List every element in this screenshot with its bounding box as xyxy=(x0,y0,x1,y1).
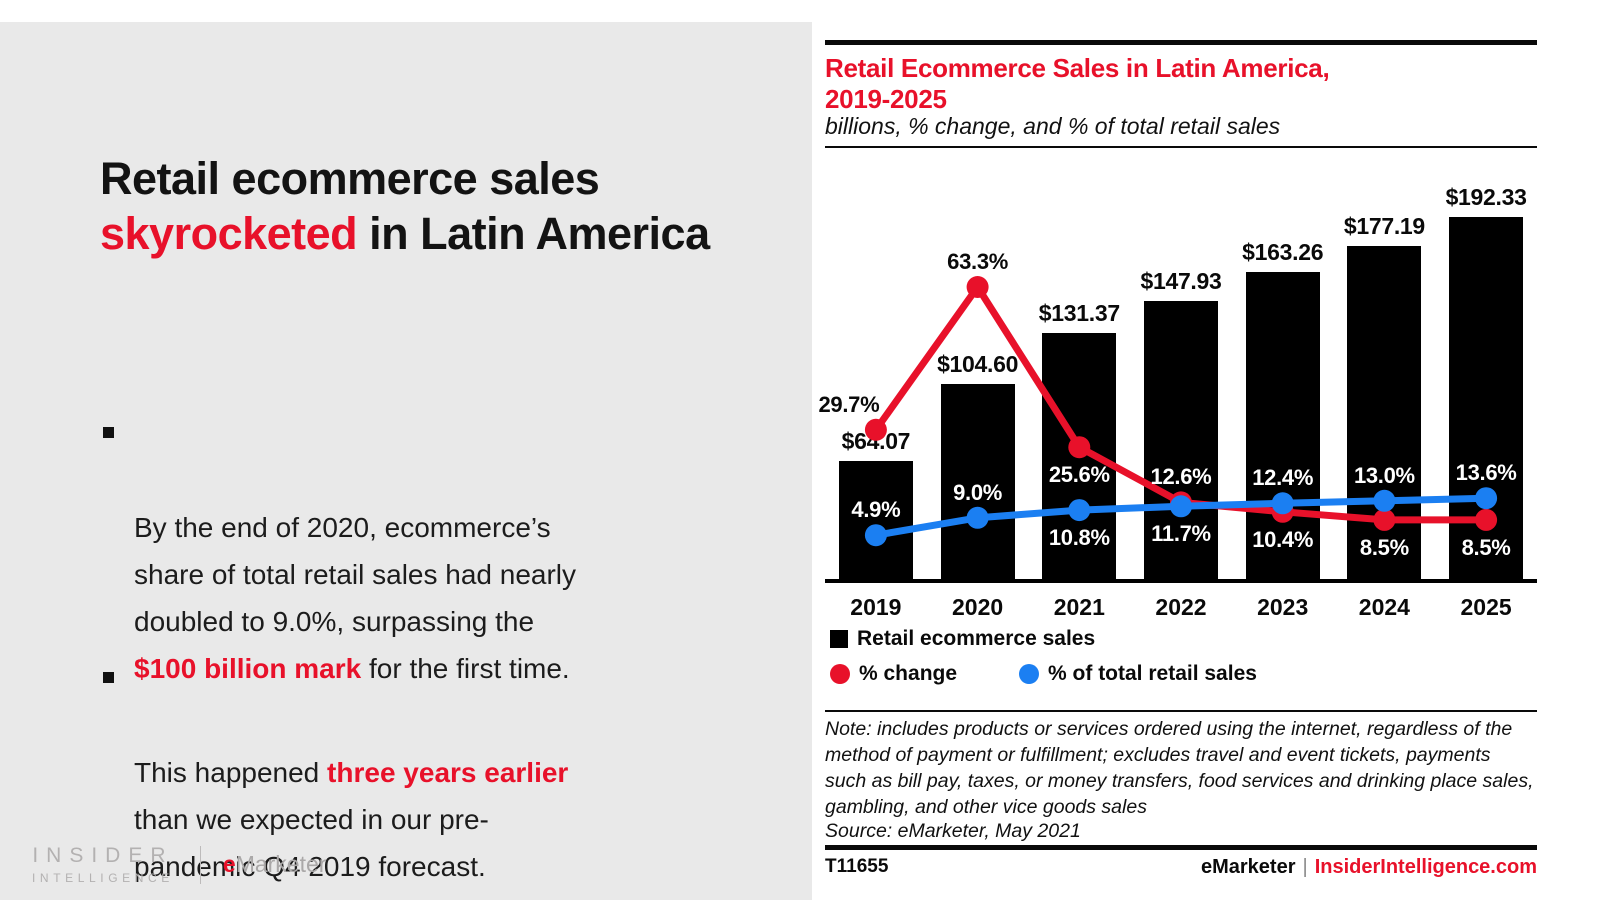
data-point xyxy=(1068,436,1091,459)
bullet-1-post: for the first time. xyxy=(361,653,570,684)
bullet-2-pre: This happened xyxy=(134,757,328,788)
slide-title-pre: Retail ecommerce sales xyxy=(100,153,600,204)
pct-label: 12.6% xyxy=(1150,464,1212,490)
bar-value-label: $147.93 xyxy=(1140,268,1222,294)
x-axis-label: 2025 xyxy=(1460,594,1512,620)
bar-value-label: $104.60 xyxy=(937,351,1019,377)
slide-title-highlight: skyrocketed xyxy=(100,207,358,259)
pct-label: 25.6% xyxy=(1048,462,1110,488)
legend-red-dot-icon xyxy=(830,664,850,684)
legend-blue-dot-icon xyxy=(1019,664,1040,684)
data-point xyxy=(1475,487,1498,510)
chart-title: Retail Ecommerce Sales in Latin America,… xyxy=(825,53,1330,114)
insider-logo-line2: INTELLIGENCE xyxy=(32,871,174,885)
pct-label: 12.4% xyxy=(1252,465,1314,491)
pct-label: 29.7% xyxy=(818,391,880,417)
data-point xyxy=(966,276,989,298)
legend-change-label: % change xyxy=(859,662,958,685)
pct-label: 10.4% xyxy=(1252,526,1314,552)
note-rule xyxy=(825,710,1537,712)
chart-panel: Retail Ecommerce Sales in Latin America,… xyxy=(812,0,1600,900)
chart-id: T11655 xyxy=(825,856,889,877)
subtitle-rule xyxy=(825,146,1537,148)
data-point xyxy=(1475,508,1498,531)
bar-2022 xyxy=(1144,301,1218,583)
legend-bars-label: Retail ecommerce sales xyxy=(857,627,1096,650)
bar-2020 xyxy=(940,384,1015,583)
data-point xyxy=(966,506,989,529)
pct-label: 4.9% xyxy=(851,497,901,523)
emarketer-logo-e: e xyxy=(222,851,236,877)
data-point xyxy=(1271,492,1294,515)
x-axis-label: 2023 xyxy=(1257,594,1309,620)
bullet-text: By the end of 2020, ecommerce’s share of… xyxy=(134,504,678,692)
top-rule xyxy=(825,40,1537,45)
bullet-item-2: This happened three years earlier than w… xyxy=(103,655,678,900)
insider-intelligence-logo: INSIDER INTELLIGENCE xyxy=(32,844,174,885)
bullet-marker xyxy=(103,672,114,683)
slide-title-post: in Latin America xyxy=(357,207,710,259)
pct-label: 10.8% xyxy=(1048,525,1110,551)
data-point xyxy=(864,418,887,441)
pct-label: 11.7% xyxy=(1151,521,1211,547)
bar-value-label: $177.19 xyxy=(1343,213,1425,239)
plot-area: $64.07 2019 $104.60 2020 $131.37 2021 $147.93 2… xyxy=(818,158,1537,620)
footer-separator: | xyxy=(1302,856,1308,878)
bullet-1-highlight: $100 billion mark xyxy=(134,653,362,684)
bar-2023 xyxy=(1245,272,1320,583)
x-axis-label: 2020 xyxy=(952,594,1004,620)
data-point xyxy=(864,524,887,547)
emarketer-logo-rest: Marketer xyxy=(235,851,327,877)
legend-item-share: % of total retail sales xyxy=(1019,662,1257,686)
legend-share-label: % of total retail sales xyxy=(1048,662,1257,685)
chart-source: Source: eMarketer, May 2021 xyxy=(825,820,1081,842)
x-axis-label: 2019 xyxy=(850,594,902,620)
x-axis-label: 2024 xyxy=(1358,594,1410,620)
data-point xyxy=(1373,508,1396,531)
pct-label: 13.6% xyxy=(1455,460,1517,486)
footer-branding: eMarketer | InsiderIntelligence.com xyxy=(1201,856,1537,879)
slide-title: Retail ecommerce sales skyrocketed in La… xyxy=(100,152,710,262)
footer-brand: eMarketer xyxy=(1200,856,1296,878)
bullet-2-highlight: three years earlier xyxy=(327,757,569,788)
bullet-marker xyxy=(103,427,114,438)
bullet-2-post: than we expected in our pre- pandemic Q4… xyxy=(134,804,489,882)
pct-label: 8.5% xyxy=(1461,534,1511,560)
logo-divider xyxy=(199,845,201,884)
pct-label: 9.0% xyxy=(953,479,1003,505)
chart-subtitle: billions, % change, and % of total retai… xyxy=(825,113,1281,139)
bar-2019 xyxy=(838,461,913,583)
x-axis-label: 2021 xyxy=(1053,594,1105,620)
left-panel: Retail ecommerce sales skyrocketed in La… xyxy=(0,22,812,900)
bullet-text: This happened three years earlier than w… xyxy=(134,749,678,890)
pct-label: 13.0% xyxy=(1353,462,1415,488)
x-axis-label: 2022 xyxy=(1155,594,1207,620)
emarketer-logo: eMarketer xyxy=(223,851,327,878)
footer-rule xyxy=(825,845,1537,850)
pct-label: 8.5% xyxy=(1359,534,1409,560)
bar-value-label: $163.26 xyxy=(1242,239,1324,265)
bullet-1-pre: By the end of 2020, ecommerce’s share of… xyxy=(134,512,577,637)
data-point xyxy=(1068,499,1091,522)
legend-row-lines: % change % of total retail sales xyxy=(830,662,1257,686)
pct-label: 63.3% xyxy=(947,249,1009,274)
bar-value-label: $131.37 xyxy=(1038,300,1120,326)
chart-note: Note: includes products or services orde… xyxy=(825,718,1534,818)
bar-value-label: $192.33 xyxy=(1445,184,1527,210)
chart-legend: Retail ecommerce sales % change % of tot… xyxy=(830,627,1257,697)
data-point xyxy=(1373,489,1396,512)
bullet-item-1: By the end of 2020, ecommerce’s share of… xyxy=(103,410,678,739)
legend-item-bars: Retail ecommerce sales xyxy=(830,627,1257,651)
footer-site-link[interactable]: InsiderIntelligence.com xyxy=(1314,856,1537,878)
line-series-layer xyxy=(864,276,1498,547)
brand-logos: INSIDER INTELLIGENCE eMarketer xyxy=(32,844,326,885)
legend-bar-swatch xyxy=(830,630,848,648)
insider-logo-line1: INSIDER xyxy=(32,844,174,867)
data-point xyxy=(1170,495,1192,518)
